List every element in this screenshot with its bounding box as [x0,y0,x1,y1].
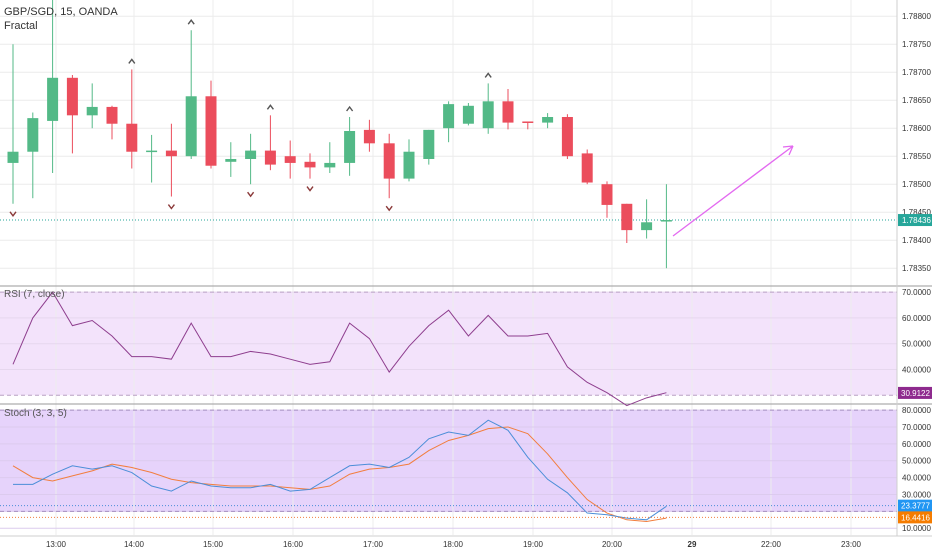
time-tick-label: 29 [688,540,697,549]
candle-body [443,104,455,129]
fractal-down-icon [167,204,175,210]
stoch-panel-title: Stoch (3, 3, 5) [4,408,67,419]
time-tick-label: 20:00 [602,540,623,549]
price-tick-label: 1.78350 [902,264,931,273]
price-tick-label: 1.78600 [902,124,931,133]
rsi-line [12,291,667,407]
stoch-d-badge [898,511,932,524]
candle-body [383,143,395,179]
candle-body [462,105,474,124]
candle-body [185,96,197,157]
stoch-d-value: 16.4416 [901,513,930,522]
candle-body [146,150,158,153]
candle-body [344,131,356,163]
fractal-up-icon [128,58,136,64]
candle-body [66,77,78,116]
price-tick-label: 1.78450 [902,208,931,217]
price-tick-label: 1.78500 [902,180,931,189]
fractal-up-icon [484,72,492,78]
candle-body [423,129,435,159]
candle-body [284,156,296,163]
stoch-k-badge [898,499,932,512]
candle-body [106,106,118,124]
stoch-tick-label: 10.0000 [902,524,931,533]
candle-body [245,150,257,159]
candle-body [621,203,633,231]
candle-body [324,162,336,168]
rsi-tick-label: 70.0000 [902,288,931,297]
time-tick-label: 16:00 [283,540,304,549]
stoch-k-value: 23.3777 [901,502,930,511]
price-tick-label: 1.78700 [902,68,931,77]
stoch-tick-label: 40.0000 [902,474,931,483]
fractal-down-icon [9,211,17,217]
stoch-tick-label: 60.0000 [902,440,931,449]
price-tick-label: 1.78750 [902,40,931,49]
candle-body [601,184,613,205]
stoch-k-line [13,419,667,521]
rsi-value: 30.9122 [901,389,930,398]
price-tick-label: 1.78650 [902,96,931,105]
time-tick-label: 17:00 [363,540,384,549]
last-price-badge [898,214,932,227]
time-tick-label: 19:00 [523,540,544,549]
candle-body [304,161,316,168]
candle-body [47,77,59,121]
candle-body [126,123,138,152]
rsi-value-badge [898,386,932,399]
time-tick-label: 14:00 [124,540,145,549]
stoch-tick-label: 50.0000 [902,457,931,466]
candle-body [86,106,98,116]
price-tick-label: 1.78800 [902,12,931,21]
time-tick-label: 18:00 [443,540,464,549]
time-tick-label: 22:00 [761,540,782,549]
candle-body [522,121,534,123]
candle-body [7,151,19,163]
fractal-up-icon [346,105,354,112]
candle-body [205,96,217,166]
fractal-down-icon [247,191,255,198]
candle-body [165,150,177,157]
candle-body [403,151,415,179]
fractal-down-icon [385,205,393,212]
candle-body [502,101,514,123]
time-tick-label: 13:00 [46,540,67,549]
indicator-name: Fractal [4,20,38,32]
candle-body [363,129,375,144]
rsi-tick-label: 60.0000 [902,314,931,323]
time-tick-label: 15:00 [203,540,224,549]
arrow-head-icon [782,145,794,156]
candle-body [581,153,593,183]
stoch-tick-label: 80.0000 [902,406,931,415]
projection-arrow [672,145,794,237]
rsi-tick-label: 50.0000 [902,340,931,349]
rsi-panel-title: RSI (7, close) [4,289,65,300]
candle-body [542,117,554,123]
stoch-tick-label: 70.0000 [902,423,931,432]
fractal-down-icon [306,186,314,192]
price-tick-label: 1.78400 [902,236,931,245]
candle-body [561,117,573,157]
stoch-tick-label: 30.0000 [902,490,931,499]
rsi-tick-label: 40.0000 [902,365,931,374]
symbol-title: GBP/SGD, 15, OANDA [4,6,118,18]
chart-header: GBP/SGD, 15, OANDA Fractal [4,5,118,33]
price-tick-label: 1.78550 [902,152,931,161]
candle-body [641,222,653,231]
candle-body [264,150,276,165]
candle-body [482,101,494,129]
last-price-value: 1.78436 [902,216,931,225]
candle-body [225,159,237,162]
candle-body [27,118,39,152]
time-tick-label: 23:00 [841,540,862,549]
fractal-up-icon [266,104,274,110]
fractal-up-icon [187,19,195,25]
stoch-d-line [12,426,667,522]
candle-body [660,220,672,222]
